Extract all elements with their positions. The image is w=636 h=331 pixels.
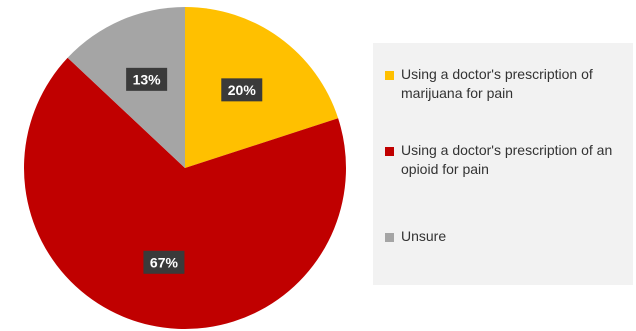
legend: Using a doctor's prescription of marijua… bbox=[373, 43, 633, 285]
data-label-marijuana: 20% bbox=[228, 82, 257, 98]
legend-item-opioid: Using a doctor's prescription of an opio… bbox=[385, 141, 636, 179]
legend-swatch-opioid bbox=[385, 147, 394, 156]
legend-swatch-marijuana bbox=[385, 71, 394, 80]
data-label-box-unsure bbox=[126, 67, 168, 91]
pie-slice-opioid bbox=[23, 57, 346, 329]
data-label-box-marijuana bbox=[221, 78, 263, 102]
legend-label-marijuana: Using a doctor's prescription of marijua… bbox=[401, 66, 593, 101]
legend-label-opioid: Using a doctor's prescription of an opio… bbox=[401, 142, 613, 177]
data-label-unsure: 13% bbox=[133, 71, 162, 87]
legend-item-marijuana: Using a doctor's prescription of marijua… bbox=[385, 65, 636, 103]
data-label-opioid: 67% bbox=[150, 254, 179, 270]
legend-label-unsure: Unsure bbox=[401, 228, 447, 244]
data-label-box-opioid bbox=[143, 250, 185, 274]
legend-swatch-unsure bbox=[385, 233, 394, 242]
legend-item-unsure: Unsure bbox=[385, 227, 636, 246]
